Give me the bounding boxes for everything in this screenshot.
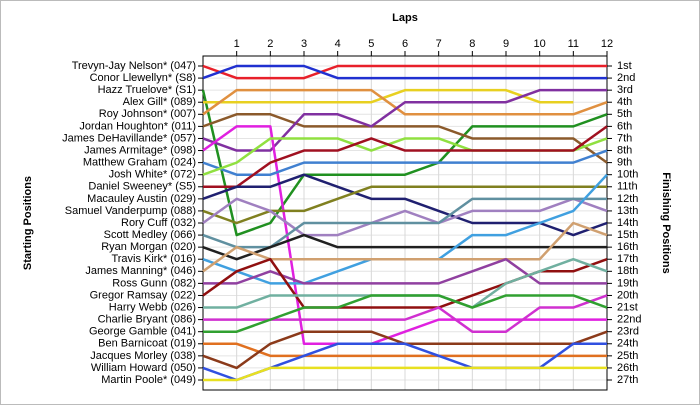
series-line <box>203 342 607 358</box>
series-line <box>203 257 607 285</box>
y2-tick-label: 16th <box>617 241 638 253</box>
y2-tick-label: 21st <box>617 301 638 313</box>
y2-tick-label: 14th <box>617 217 638 229</box>
series-name: Ryan Morgan (020) <box>101 241 196 253</box>
series-name: Ben Barnicoat (019) <box>98 338 196 350</box>
series-name: Travis Kirk* (016) <box>111 253 196 265</box>
y2-tick-label: 20th <box>617 289 638 301</box>
series-name: James DeHavillande* (057) <box>62 132 196 144</box>
series-name: William Howard (050) <box>91 362 196 374</box>
series-name: Ross Gunn (082) <box>112 277 196 289</box>
y2-tick-label: 5th <box>617 108 632 120</box>
x-tick-label: 5 <box>368 38 374 50</box>
x-tick-label: 4 <box>335 38 341 50</box>
y2-tick-label: 9th <box>617 157 632 169</box>
series-name: Harry Webb (026) <box>109 301 196 313</box>
y2-tick-label: 8th <box>617 144 632 156</box>
y-axis-label: Starting Positions <box>22 176 34 270</box>
series-line <box>202 125 607 346</box>
series-name: Jacques Morley (038) <box>90 350 196 362</box>
x-tick-label: 3 <box>301 38 307 50</box>
series-line <box>203 125 608 189</box>
y2-tick-label: 12th <box>617 193 638 205</box>
series-line <box>203 294 608 333</box>
y2-tick-label: 7th <box>617 132 632 144</box>
y2-tick-label: 26th <box>617 362 638 374</box>
y2-tick-label: 24th <box>617 338 638 350</box>
y2-tick-label: 13th <box>617 205 638 217</box>
y2-tick-label: 18th <box>617 265 638 277</box>
series-line <box>203 88 574 104</box>
x-tick-label: 12 <box>601 38 613 50</box>
y2-tick-label: 10th <box>617 169 638 181</box>
x-tick-label: 2 <box>267 38 273 50</box>
series-line <box>201 89 608 237</box>
y2-tick-label: 17th <box>617 253 638 265</box>
y2-tick-label: 23rd <box>617 326 639 338</box>
series-name: Matthew Graham (024) <box>83 157 196 169</box>
series-name: Martin Poole* (049) <box>101 374 196 386</box>
series-name: Alex Gill* (089) <box>123 96 196 108</box>
series-name: Scott Medley (066) <box>104 229 196 241</box>
x-tick-label: 1 <box>234 38 240 50</box>
y2-tick-label: 11th <box>617 181 638 193</box>
y2-tick-label: 2nd <box>617 72 635 84</box>
series-line <box>202 64 607 80</box>
series-name: Trevyn-Jay Nelson* (047) <box>72 60 196 72</box>
x-tick-label: 7 <box>436 38 442 50</box>
y2-tick-label: 15th <box>617 229 638 241</box>
y2-tick-label: 22nd <box>617 314 641 326</box>
series-name: Rory Cuff (032) <box>121 217 196 229</box>
y2-tick-label: 27th <box>617 374 638 386</box>
x-tick-label: 6 <box>402 38 408 50</box>
series-line <box>202 88 607 152</box>
series-name: Samuel Vanderpump (088) <box>65 205 196 217</box>
chart-title: Laps <box>392 12 418 24</box>
series-name: Hazz Truelove* (S1) <box>98 84 196 96</box>
series-name: Jordan Houghton* (011) <box>79 120 196 132</box>
y2-tick-label: 6th <box>617 120 632 132</box>
series-line <box>202 233 607 261</box>
series-line <box>202 113 608 164</box>
y2-tick-label: 4th <box>617 96 632 108</box>
y2-tick-label: 19th <box>617 277 638 289</box>
x-tick-label: 10 <box>534 38 546 50</box>
series-line <box>202 149 608 176</box>
series-line <box>202 64 607 80</box>
series-name: George Gamble (041) <box>89 326 196 338</box>
x-tick-label: 9 <box>503 38 509 50</box>
series-line <box>202 197 608 237</box>
x-tick-label: 8 <box>469 38 475 50</box>
series-name: Charlie Bryant (086) <box>98 314 196 326</box>
y2-axis-label: Finishing Positions <box>660 172 672 273</box>
series-name: Macauley Austin (029) <box>87 193 196 205</box>
series-line <box>203 366 607 382</box>
series-name: Gregor Ramsay (022) <box>90 289 196 301</box>
series-name: Conor Llewellyn* (S8) <box>90 72 196 84</box>
series-name: Daniel Sweeney* (S5) <box>88 181 196 193</box>
series-name: James Manning* (046) <box>85 265 196 277</box>
series-name: Roy Johnson* (007) <box>99 108 196 120</box>
x-tick-label: 11 <box>568 38 579 50</box>
y2-tick-label: 1st <box>617 60 632 72</box>
series-name: James Armitage* (098) <box>84 144 196 156</box>
y2-tick-label: 3rd <box>617 84 633 96</box>
y2-tick-label: 25th <box>617 350 638 362</box>
series-line <box>202 88 608 116</box>
series-name: Josh White* (072) <box>109 169 196 181</box>
